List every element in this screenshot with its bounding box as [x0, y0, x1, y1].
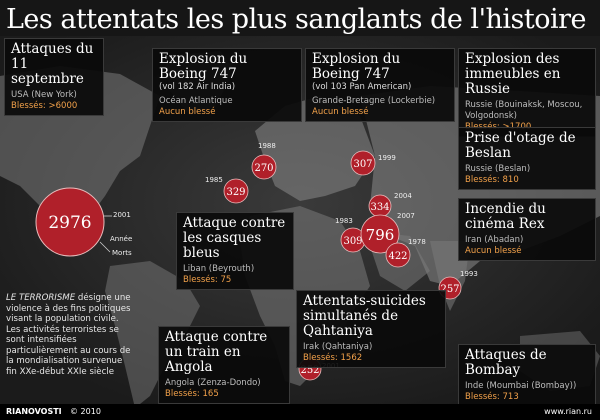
- svg-text:1988: 1988: [258, 142, 276, 150]
- card-victims: Blessés: 810: [465, 175, 519, 185]
- south-america-shape: [105, 261, 200, 408]
- card-qahtaniya[interactable]: Attentats-suicides simultanés de Qahtani…: [296, 290, 446, 368]
- card-victims: Blessés: 165: [165, 389, 219, 399]
- ria-novosti-logo: RIANOVOSTI: [6, 407, 62, 416]
- card-location: Iran (Abadan): [465, 235, 524, 245]
- marker-2976-year: 2001: [113, 211, 131, 219]
- card-title: Attaque contre les casques bleus: [183, 215, 286, 261]
- site-link[interactable]: www.rian.ru: [544, 407, 592, 416]
- card-victims: Blessés: 713: [465, 392, 519, 402]
- card-victims: Aucun blessé: [312, 107, 369, 117]
- card-location: Liban (Beyrouth): [183, 264, 255, 274]
- card-title: Prise d'otage de Beslan: [465, 130, 576, 161]
- card-title: Attaques du 11 septembre: [11, 41, 94, 87]
- svg-text:2004: 2004: [394, 192, 412, 200]
- copyright: © 2010: [70, 407, 101, 416]
- card-title: Explosion du Boeing 747: [159, 51, 248, 82]
- card-cinema-rex[interactable]: Incendie du cinéma Rex Iran (Abadan) Auc…: [458, 198, 596, 261]
- card-victims: Blessés: >6000: [11, 101, 78, 111]
- page-title: Les attentats les plus sanglants de l'hi…: [6, 4, 587, 35]
- marker-270[interactable]: 270: [251, 154, 277, 180]
- svg-text:2007: 2007: [397, 212, 415, 220]
- europe-shape: [255, 96, 375, 201]
- svg-text:796: 796: [366, 226, 395, 244]
- card-subtitle: (vol 103 Pan American): [312, 82, 412, 92]
- svg-text:270: 270: [254, 163, 273, 174]
- svg-text:1999: 1999: [378, 154, 396, 162]
- card-location: USA (New York): [11, 90, 77, 100]
- note-text: désigne une violence à des fins politiqu…: [6, 293, 131, 377]
- card-location: Inde (Moumbai (Bombay)): [465, 381, 577, 391]
- svg-text:252: 252: [300, 365, 319, 376]
- card-location: Océan Atlantique: [159, 96, 233, 106]
- card-victims: Aucun blessé: [465, 246, 522, 256]
- svg-text:257: 257: [440, 284, 459, 295]
- card-blue-helmets[interactable]: Attaque contre les casques bleus Liban (…: [176, 212, 294, 290]
- card-victims: Aucun blessé: [159, 107, 216, 117]
- leader-deaths: [99, 241, 111, 253]
- marker-307[interactable]: 307: [350, 150, 376, 176]
- card-title: Attentats-suicides simultanés de Qahtani…: [303, 293, 426, 339]
- card-location: Russie (Beslan): [465, 164, 531, 174]
- card-location: Angola (Zenza-Dondo): [165, 378, 261, 388]
- marker-329[interactable]: 329: [223, 178, 249, 204]
- note-term: LE TERRORISME: [6, 293, 76, 303]
- marker-422[interactable]: 422: [385, 242, 411, 268]
- marker-2976-value: 2976: [48, 213, 91, 233]
- card-subtitle: (vol 182 Air India): [159, 82, 236, 92]
- card-angola[interactable]: Attaque contre un train en Angola Angola…: [158, 326, 290, 404]
- svg-text:1993: 1993: [460, 270, 478, 278]
- svg-text:307: 307: [353, 159, 372, 170]
- card-title: Incendie du cinéma Rex: [465, 201, 546, 232]
- card-russia-buildings[interactable]: Explosion des immeubles en Russie Russie…: [458, 48, 596, 137]
- marker-796[interactable]: 796: [360, 214, 400, 254]
- svg-text:1983: 1983: [335, 217, 353, 225]
- card-bombay[interactable]: Attaques de Bombay Inde (Moumbai (Bombay…: [458, 344, 596, 407]
- svg-text:1978: 1978: [408, 238, 426, 246]
- card-victims: Blessés: 1562: [303, 353, 363, 363]
- card-title: Explosion des immeubles en Russie: [465, 51, 561, 97]
- svg-text:422: 422: [388, 251, 407, 262]
- svg-text:1985: 1985: [205, 176, 223, 184]
- card-sept11[interactable]: Attaques du 11 septembre USA (New York) …: [4, 38, 104, 116]
- card-pan-am[interactable]: Explosion du Boeing 747 (vol 103 Pan Ame…: [305, 48, 455, 122]
- card-location: Grande-Bretagne (Lockerbie): [312, 96, 436, 106]
- card-beslan[interactable]: Prise d'otage de Beslan Russie (Beslan) …: [458, 127, 596, 190]
- card-title: Explosion du Boeing 747: [312, 51, 401, 82]
- svg-text:309: 309: [343, 236, 362, 247]
- legend-annee-label: Année: [110, 235, 132, 243]
- card-air-india[interactable]: Explosion du Boeing 747 (vol 182 Air Ind…: [152, 48, 302, 122]
- svg-text:329: 329: [226, 187, 245, 198]
- footer-bar: RIANOVOSTI © 2010 www.rian.ru: [0, 404, 600, 420]
- card-location: Irak (Qahtaniya): [303, 342, 373, 352]
- card-title: Attaques de Bombay: [465, 347, 547, 378]
- card-title: Attaque contre un train en Angola: [165, 329, 268, 375]
- terrorism-definition: LE TERRORISME désigne une violence à des…: [6, 293, 134, 377]
- card-victims: Blessés: 75: [183, 275, 232, 285]
- legend-morts-label: Morts: [112, 249, 132, 257]
- marker-2976[interactable]: 2976: [35, 187, 105, 257]
- svg-text:334: 334: [370, 202, 389, 213]
- card-location: Russie (Bouinaksk, Moscou, Volgodonsk): [465, 100, 583, 121]
- marker-334[interactable]: 334: [368, 194, 392, 218]
